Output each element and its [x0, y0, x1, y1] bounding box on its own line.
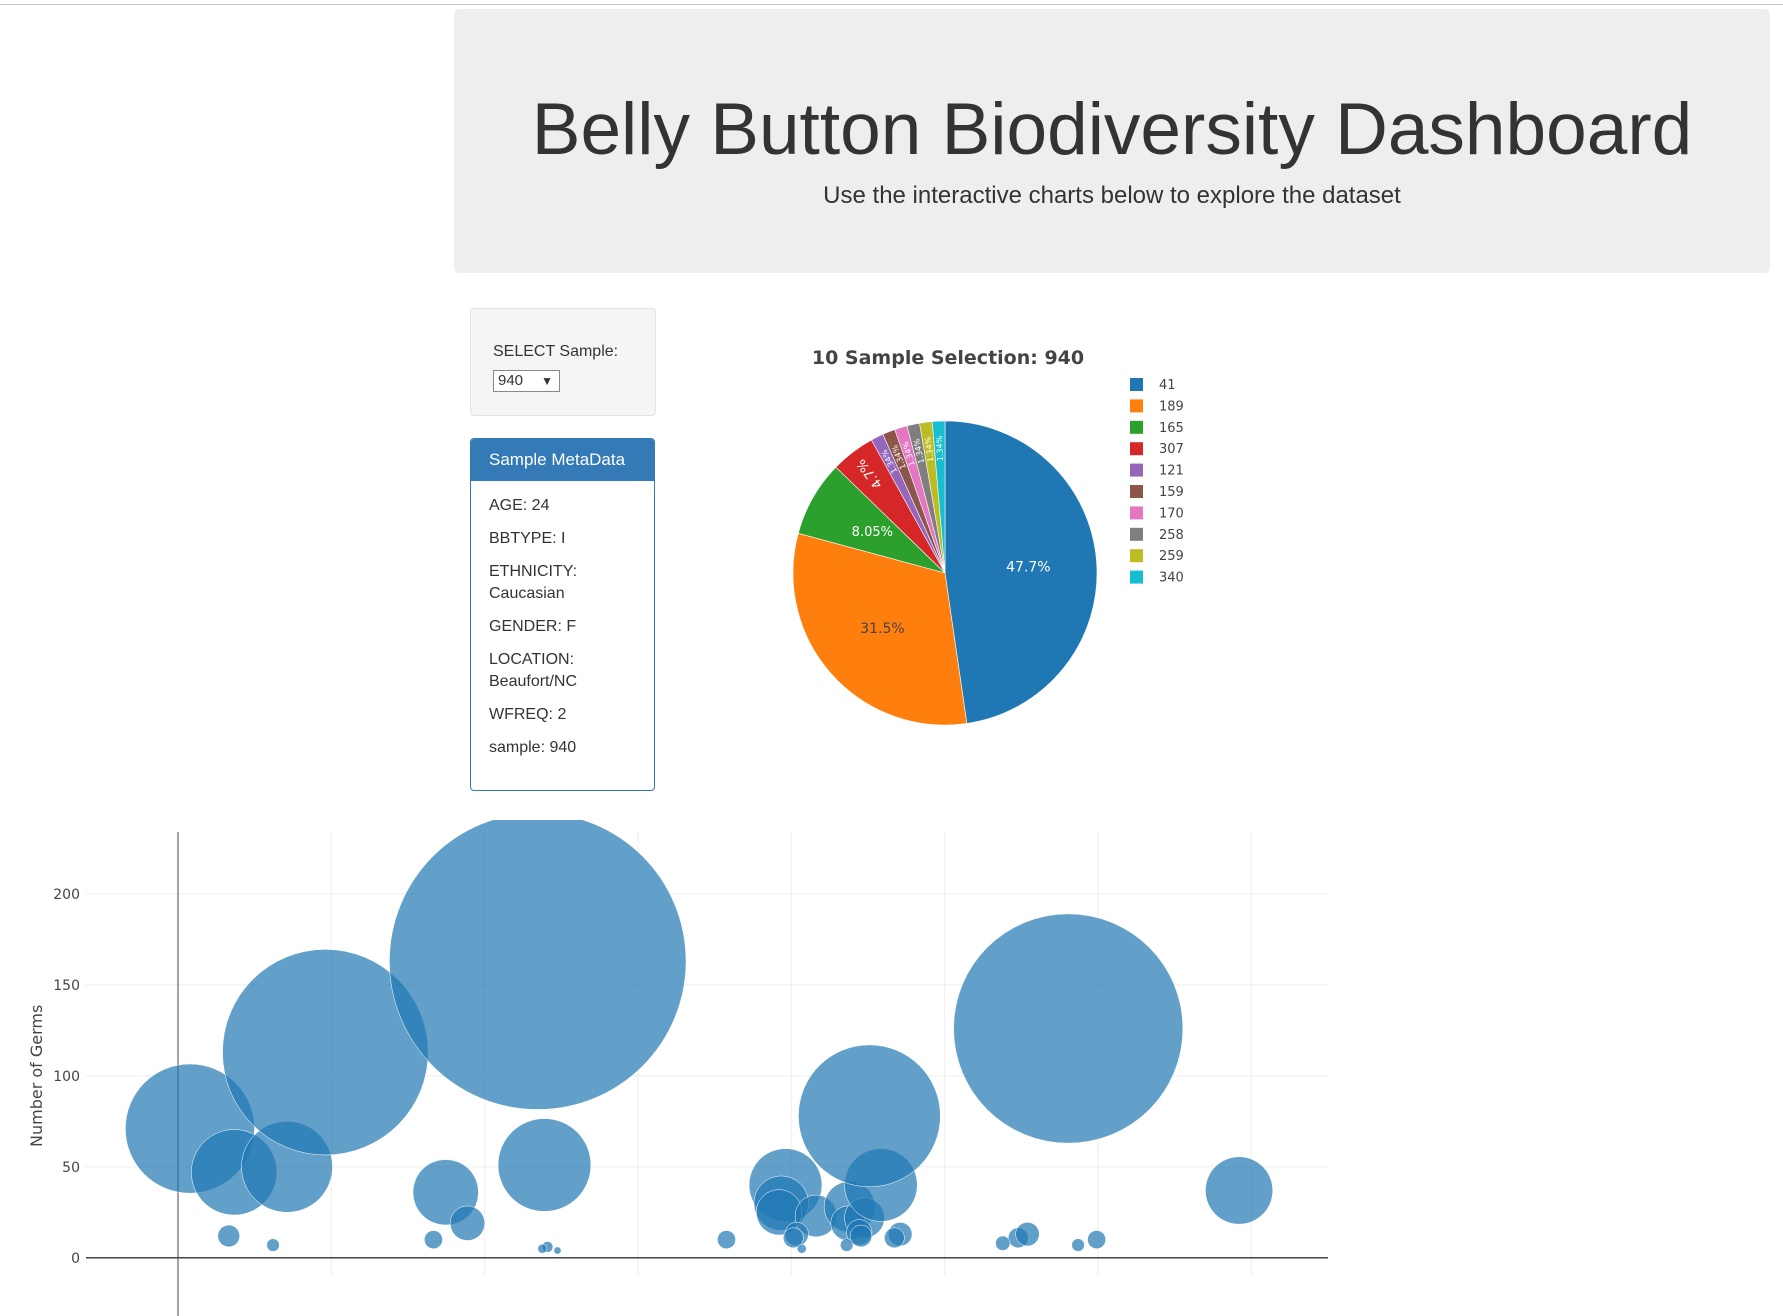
pie-slice-label: 8.05%: [852, 525, 893, 540]
meta-gender: GENDER: F: [489, 618, 577, 635]
sample-metadata-panel: Sample MetaData AGE: 24 BBTYPE: I ETHNIC…: [470, 438, 655, 791]
pie-slice-41: [944, 420, 1098, 724]
bubble-point: [796, 1243, 807, 1254]
bubble-point: [266, 1238, 280, 1252]
dropdown-arrow-icon: ▼: [541, 374, 553, 388]
legend-label-258: 258: [1159, 528, 1184, 543]
bubble-point: [1015, 1222, 1040, 1247]
legend-swatch-259: [1130, 549, 1143, 563]
metadata-heading: Sample MetaData: [471, 439, 654, 481]
legend-swatch-41: [1130, 378, 1143, 391]
bubble-point: [840, 1238, 854, 1252]
meta-bbtype: BBTYPE: I: [489, 530, 566, 547]
bubble-point: [953, 913, 1184, 1144]
pie-slice-label: 1.34%: [935, 435, 945, 461]
y-tick-label: 150: [53, 978, 80, 994]
legend-label-121: 121: [1159, 464, 1184, 479]
pie-slice-340: [931, 420, 946, 574]
legend-label-170: 170: [1159, 506, 1184, 521]
bubble-point: [849, 1224, 873, 1248]
bubble-point: [217, 1224, 240, 1248]
bubble-point: [798, 1044, 941, 1188]
sample-select[interactable]: 940 ▼: [493, 370, 560, 392]
bubble-point: [1087, 1230, 1106, 1249]
meta-location: LOCATION: Beaufort/NC: [489, 651, 578, 690]
bubble-point: [1071, 1238, 1085, 1252]
bubble-point: [995, 1235, 1011, 1251]
pie-chart[interactable]: 10 Sample Selection: 940 47.7% 31.5% 8.05% 4…: [760, 320, 1280, 740]
pie-title: 10 Sample Selection: 940: [812, 347, 1084, 369]
pie-slice-label: 1.34%: [923, 436, 935, 463]
select-sample-label: SELECT Sample:: [493, 343, 619, 360]
legend-label-159: 159: [1159, 485, 1184, 500]
meta-ethnicity: ETHNICITY: Caucasian: [489, 563, 578, 602]
legend-swatch-340: [1130, 570, 1143, 584]
y-tick-label: 50: [62, 1160, 80, 1176]
legend-swatch-307: [1130, 442, 1143, 456]
bubble-point: [389, 820, 687, 1110]
header-jumbotron: Belly Button Biodiversity Dashboard Use …: [454, 9, 1770, 273]
page-title: Belly Button Biodiversity Dashboard: [531, 89, 1693, 170]
meta-age: AGE: 24: [489, 497, 550, 514]
page-subtitle: Use the interactive charts below to expl…: [823, 182, 1401, 209]
y-tick-label: 0: [71, 1251, 80, 1267]
bubble-point: [537, 1243, 548, 1254]
bubble-point: [497, 1118, 592, 1212]
pie-slice-label: 47.7%: [1006, 560, 1050, 576]
legend-swatch-189: [1130, 399, 1143, 413]
legend-swatch-165: [1130, 420, 1143, 434]
meta-sample: sample: 940: [489, 739, 577, 756]
legend-label-307: 307: [1159, 442, 1184, 457]
y-tick-label: 100: [53, 1069, 80, 1085]
legend-label-259: 259: [1159, 549, 1184, 564]
top-rule: [0, 4, 1783, 5]
bubble-point: [1205, 1156, 1273, 1225]
sample-select-value: 940: [498, 372, 524, 389]
bubble-point: [717, 1230, 736, 1249]
bubble-point: [884, 1227, 905, 1249]
legend-label-340: 340: [1159, 571, 1184, 586]
sample-selector-well: SELECT Sample: 940 ▼: [470, 308, 656, 416]
legend-swatch-159: [1130, 485, 1143, 498]
pie-slice-189: [792, 532, 968, 726]
metadata-body: AGE: 24 BBTYPE: I ETHNICITY: Caucasian G…: [471, 481, 654, 759]
bubble-point: [553, 1246, 562, 1255]
meta-wfreq: WFREQ: 2: [489, 706, 567, 723]
pie-slice-label: 31.5%: [860, 621, 904, 637]
bubble-point: [449, 1205, 486, 1241]
bubble-point: [424, 1230, 443, 1249]
legend-swatch-258: [1130, 527, 1143, 541]
legend-swatch-121: [1130, 463, 1143, 477]
y-tick-label: 200: [53, 887, 80, 903]
y-axis-title: Number of Germs: [27, 1005, 46, 1147]
legend-label-41: 41: [1159, 378, 1176, 393]
legend-label-189: 189: [1159, 399, 1184, 414]
legend-label-165: 165: [1159, 421, 1184, 436]
legend-swatch-170: [1130, 506, 1143, 520]
bubble-point: [783, 1227, 804, 1249]
bubble-chart[interactable]: 0 50 100 150 200 Number of Germs: [0, 820, 1340, 1316]
